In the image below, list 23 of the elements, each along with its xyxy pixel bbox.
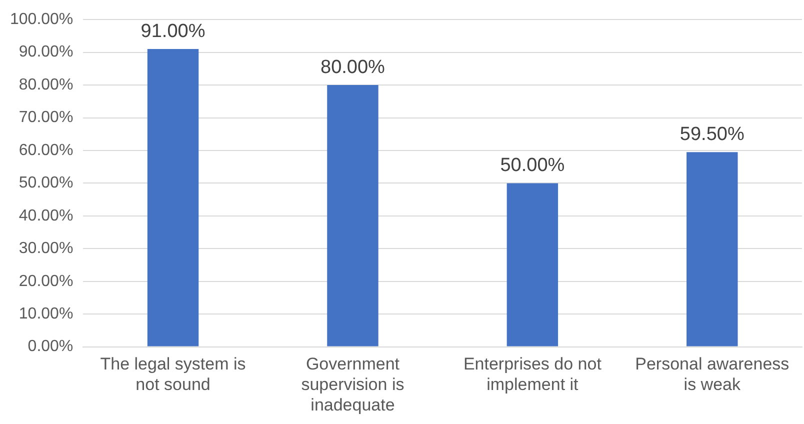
x-tick-label: The legal system is not sound — [100, 354, 246, 394]
y-tick-label: 100.00% — [10, 11, 74, 28]
y-tick-label: 10.00% — [18, 305, 74, 322]
data-label: 50.00% — [500, 154, 565, 176]
y-tick-label: 30.00% — [18, 240, 74, 258]
y-tick-label: 40.00% — [18, 207, 74, 224]
bar — [147, 49, 199, 346]
y-tick-label: 60.00% — [18, 142, 74, 159]
data-label: 80.00% — [320, 56, 386, 78]
bar — [506, 183, 558, 346]
x-tick-label: Enterprises do not implement it — [463, 354, 602, 394]
data-label: 59.50% — [680, 124, 744, 145]
y-tick-label: 70.00% — [18, 109, 74, 126]
y-tick-label: 20.00% — [18, 272, 74, 290]
data-label: 91.00% — [140, 20, 206, 42]
bar — [686, 152, 738, 346]
y-tick-label: 50.00% — [18, 174, 74, 192]
y-tick-label: 0.00% — [28, 338, 74, 356]
x-tick-label: Personal awareness is weak — [635, 354, 790, 394]
y-tick-label: 90.00% — [18, 44, 74, 61]
y-tick-label: 80.00% — [18, 76, 74, 94]
bar — [327, 85, 378, 346]
x-tick-label: Government supervision is inadequate — [301, 354, 404, 414]
